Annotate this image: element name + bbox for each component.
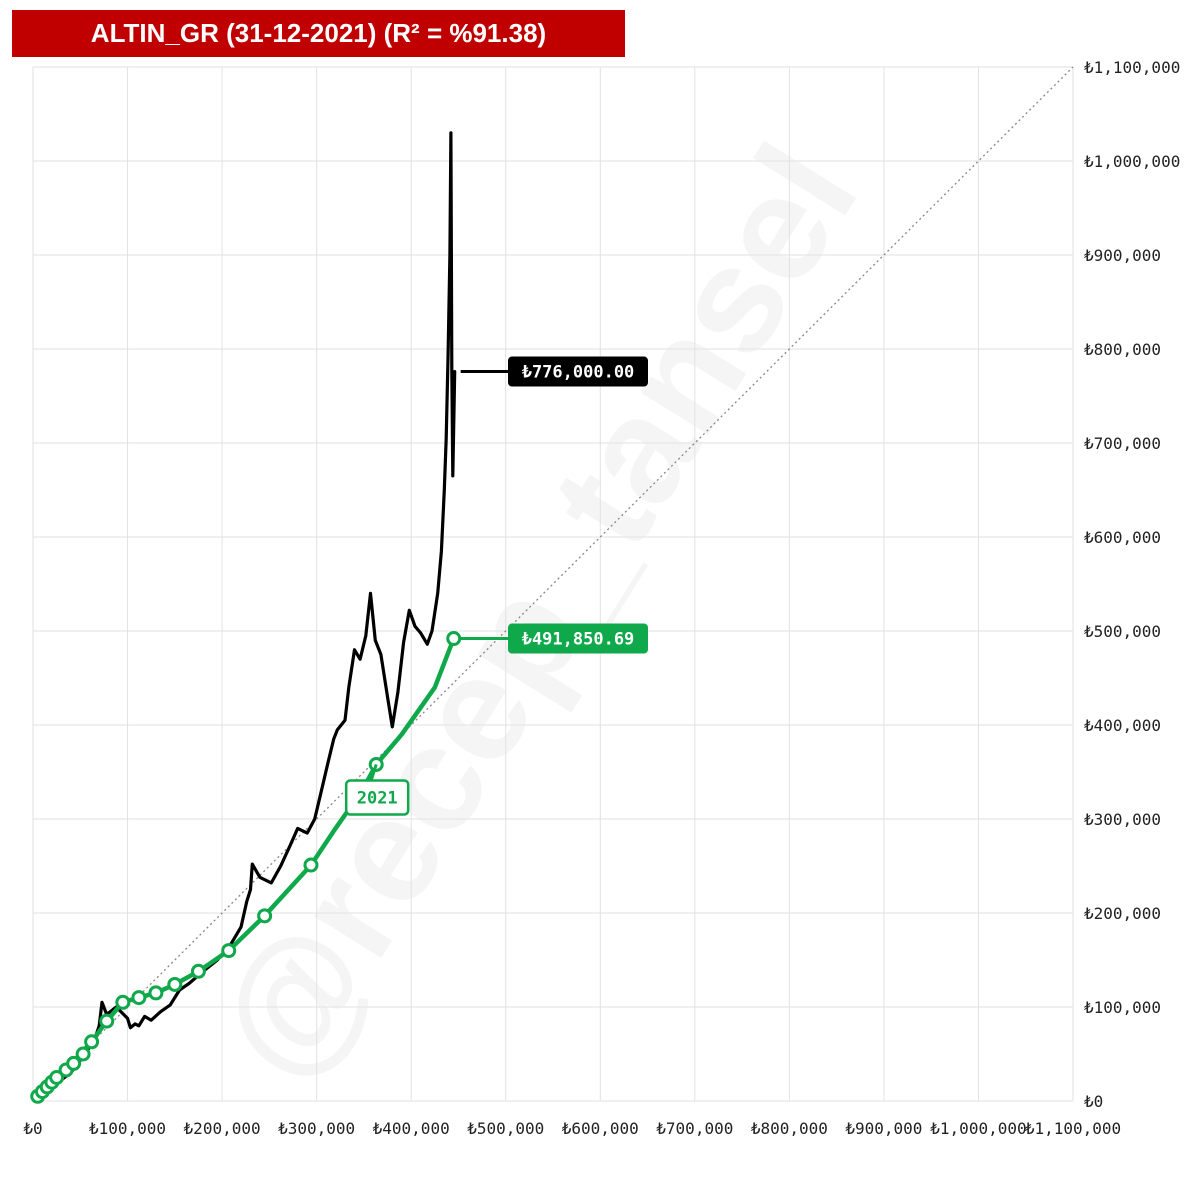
year-label: 2021 — [357, 788, 398, 808]
y-tick-label: ₺500,000 — [1084, 622, 1161, 641]
y-tick-label: ₺1,100,000 — [1084, 58, 1180, 77]
year-label-leader — [369, 764, 378, 781]
trend-marker — [148, 985, 164, 1001]
watermark: @recep_tansel — [183, 117, 889, 1108]
trend-marker — [115, 994, 131, 1010]
value-callout-box — [508, 356, 648, 387]
trend-marker — [221, 943, 237, 959]
trend-marker — [49, 1070, 65, 1085]
value-callout-box — [508, 623, 648, 654]
x-tick-label: ₺800,000 — [751, 1119, 828, 1138]
trend-marker — [190, 963, 206, 979]
x-tick-label: ₺100,000 — [89, 1119, 166, 1138]
y-tick-label: ₺100,000 — [1084, 998, 1161, 1017]
x-tick-label: ₺0 — [23, 1119, 42, 1138]
trend-marker — [99, 1013, 115, 1029]
trend-marker — [84, 1034, 100, 1050]
x-tick-label: ₺200,000 — [184, 1119, 261, 1138]
x-tick-label: ₺400,000 — [373, 1119, 450, 1138]
trend-marker — [257, 908, 273, 924]
y-tick-label: ₺200,000 — [1084, 904, 1161, 923]
x-tick-label: ₺1,000,000 — [930, 1119, 1026, 1138]
x-tick-label: ₺500,000 — [467, 1119, 544, 1138]
value-callout-label: ₺491,850.69 — [522, 630, 635, 650]
trend-marker — [303, 857, 319, 873]
y-tick-label: ₺300,000 — [1084, 810, 1161, 829]
trend-marker — [167, 976, 183, 992]
trend-marker — [75, 1046, 91, 1062]
price-series-line — [36, 131, 457, 1098]
x-tick-label: ₺1,100,000 — [1025, 1119, 1121, 1138]
x-tick-label: ₺900,000 — [845, 1119, 922, 1138]
tick-labels: ₺0 ₺100,000 ₺200,000 ₺300,000 ₺400,000 ₺500,0… — [23, 58, 1180, 1138]
trend-marker — [446, 631, 462, 647]
y-tick-label: ₺900,000 — [1084, 246, 1161, 265]
y-tick-label: ₺0 — [1084, 1092, 1103, 1111]
series-layer — [30, 131, 462, 1104]
year-label-box — [344, 779, 410, 816]
x-tick-label: ₺700,000 — [656, 1119, 733, 1138]
trend-marker — [131, 990, 147, 1006]
y-tick-label: ₺700,000 — [1084, 434, 1161, 453]
watermark-text: @recep_tansel — [183, 117, 889, 1108]
y-tick-label: ₺800,000 — [1084, 340, 1161, 359]
value-callout-label: ₺776,000.00 — [522, 363, 635, 383]
y-tick-label: ₺600,000 — [1084, 528, 1161, 547]
trend-marker — [66, 1055, 82, 1071]
y-tick-label: ₺1,000,000 — [1084, 152, 1180, 171]
y-tick-label: ₺400,000 — [1084, 716, 1161, 735]
chart-title: ALTIN_GR (31-12-2021) (R² = %91.38) — [12, 10, 625, 57]
x-tick-label: ₺600,000 — [562, 1119, 639, 1138]
x-tick-label: ₺300,000 — [278, 1119, 355, 1138]
annotations: ₺776,000.00 ₺491,850.69 2021 — [344, 356, 648, 816]
grid — [32, 66, 1074, 1102]
